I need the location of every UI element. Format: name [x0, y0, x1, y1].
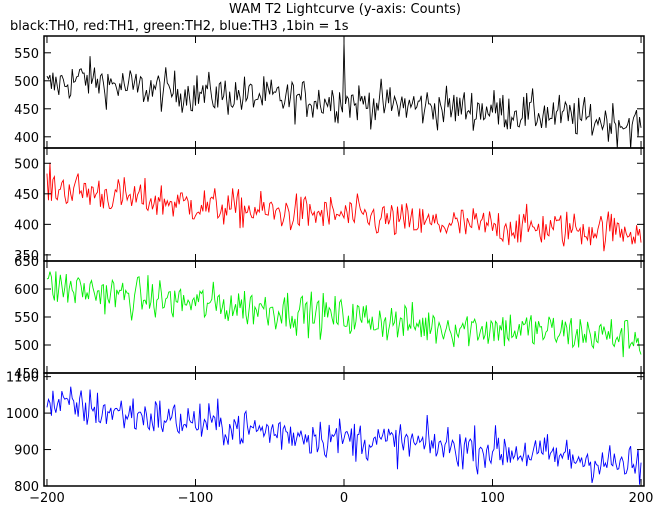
y-tick-label: 500 — [14, 339, 39, 354]
panel-th2: 450 500 550 600 650 — [14, 255, 645, 382]
chart-title: WAM T2 Lightcurve (y-axis: Counts) — [229, 2, 461, 17]
x-tick-label: −200 — [29, 491, 65, 505]
y-tick-label: 450 — [14, 188, 39, 203]
y-tick-label: 550 — [14, 311, 39, 326]
series-line-th3 — [46, 386, 642, 485]
x-tick-label: 200 — [629, 491, 654, 505]
panel-th1: 350 400 450 500 — [14, 147, 645, 264]
y-tick-label: 800 — [14, 480, 39, 495]
y-tick-label: 600 — [14, 283, 39, 298]
series-line-th1 — [46, 162, 642, 252]
y-tick-label: 400 — [14, 131, 39, 146]
y-tick-label: 350 — [14, 249, 39, 264]
y-tick-label: 450 — [14, 103, 39, 118]
y-tick-label: 450 — [14, 367, 39, 382]
y-tick-label: 650 — [14, 255, 39, 270]
x-tick-label: 0 — [340, 491, 348, 505]
x-tick-label: 100 — [480, 491, 505, 505]
y-tick-label: 500 — [14, 75, 39, 90]
chart-subtitle: black:TH0, red:TH1, green:TH2, blue:TH3 … — [10, 19, 349, 34]
y-tick-label: 500 — [14, 157, 39, 172]
y-tick-label: 900 — [14, 444, 39, 459]
panel-frame — [43, 147, 645, 262]
panel-frame — [43, 260, 645, 374]
panel-frame — [43, 372, 645, 487]
panel-th3: 800 900 1000 1100 — [6, 371, 645, 495]
series-line-th2 — [46, 271, 642, 358]
x-tick-label: −100 — [178, 491, 214, 505]
y-tick-label: 550 — [14, 47, 39, 62]
y-tick-label: 400 — [14, 218, 39, 233]
panel-th0: 400 450 500 550 — [14, 35, 645, 149]
series-line-th0 — [46, 41, 642, 148]
y-tick-label: 1000 — [6, 407, 39, 422]
y-tick-label: 1100 — [6, 371, 39, 386]
